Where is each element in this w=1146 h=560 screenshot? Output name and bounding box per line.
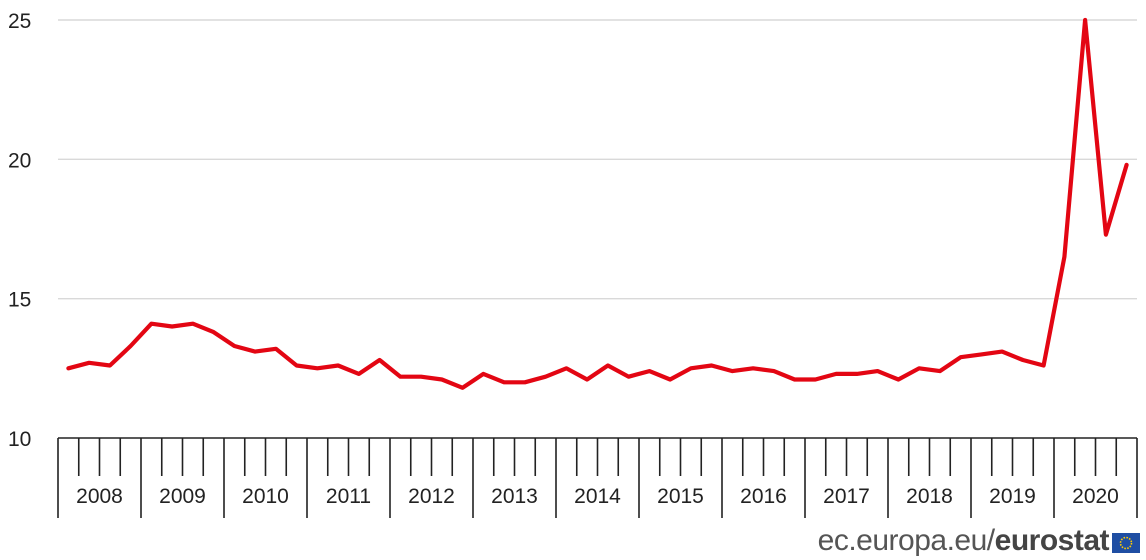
- x-tick-label: 2013: [491, 485, 538, 508]
- x-tick-label: 2019: [989, 485, 1036, 508]
- data-point: [897, 378, 900, 381]
- data-point: [607, 364, 609, 367]
- data-point: [835, 373, 837, 375]
- x-tick-label: 2018: [906, 485, 953, 508]
- data-point: [524, 381, 526, 384]
- data-point: [918, 367, 920, 370]
- data-point: [1001, 350, 1003, 353]
- data-point: [586, 378, 588, 381]
- data-point: [959, 356, 962, 358]
- x-tick-label: 2017: [823, 485, 870, 508]
- data-point: [358, 373, 360, 375]
- data-point: [1105, 233, 1107, 236]
- data-point: [669, 378, 671, 381]
- x-tick-label: 2008: [76, 485, 123, 508]
- data-point: [316, 367, 319, 370]
- data-point: [461, 387, 464, 389]
- data-point: [212, 331, 215, 333]
- gridlines: [58, 19, 1137, 300]
- data-point: [441, 378, 443, 381]
- source-brand: eurostat: [994, 524, 1110, 557]
- x-tick-label: 2014: [574, 485, 621, 508]
- source-credit: ec.europa.eu/ eurostat: [818, 524, 1140, 558]
- data-point: [627, 375, 630, 378]
- data-point: [1042, 364, 1045, 367]
- data-point: [1125, 164, 1128, 166]
- data-point: [254, 350, 256, 353]
- x-axis: 2008 2009 2010 2011 2012 2013 2014 2015 2016 2017…: [57, 437, 1138, 518]
- data-point: [648, 370, 651, 372]
- data-point: [793, 378, 796, 381]
- x-tick-label: 2020: [1072, 485, 1119, 508]
- x-tick-label: 2016: [740, 485, 787, 508]
- data-point: [67, 367, 70, 370]
- data-point: [399, 375, 402, 378]
- x-tick-label: 2009: [159, 485, 206, 508]
- data-point: [876, 370, 879, 372]
- data-point: [503, 381, 505, 384]
- data-point: [171, 325, 173, 328]
- x-tick-label: 2012: [408, 485, 455, 508]
- data-point: [1022, 359, 1024, 361]
- data-point: [565, 367, 568, 370]
- data-point: [420, 375, 422, 378]
- x-tick-label: 2015: [657, 485, 704, 508]
- y-tick-label: 10: [8, 428, 31, 451]
- x-tick-label: 2011: [326, 485, 371, 508]
- data-point: [544, 375, 547, 378]
- y-axis-labels: 10 15 20 25: [8, 10, 31, 451]
- x-tick-label: 2010: [242, 485, 289, 508]
- data-point: [752, 367, 754, 370]
- data-point: [482, 373, 485, 375]
- data-point: [109, 364, 111, 367]
- data-point: [233, 345, 236, 347]
- eu-flag-icon: [1112, 533, 1140, 553]
- y-tick-label: 25: [8, 10, 31, 33]
- data-point: [731, 370, 734, 372]
- data-point: [378, 359, 381, 361]
- series-layer: [66, 17, 1129, 390]
- data-point: [150, 322, 153, 325]
- data-point: [814, 378, 817, 381]
- data-point: [939, 370, 941, 372]
- data-point: [1063, 256, 1066, 258]
- data-point: [337, 364, 339, 367]
- data-point: [129, 345, 132, 347]
- data-point: [295, 364, 298, 367]
- y-tick-label: 20: [8, 149, 31, 172]
- data-point: [856, 373, 858, 375]
- data-point: [690, 367, 692, 370]
- source-url: ec.europa.eu/: [817, 524, 995, 557]
- data-point: [275, 348, 277, 350]
- data-point: [710, 364, 713, 367]
- data-point: [773, 370, 775, 372]
- data-point: [192, 322, 194, 325]
- data-point: [980, 353, 983, 356]
- data-point: [88, 361, 90, 364]
- y-tick-label: 15: [8, 289, 31, 312]
- series-line: [66, 17, 1129, 390]
- data-point: [1084, 19, 1086, 21]
